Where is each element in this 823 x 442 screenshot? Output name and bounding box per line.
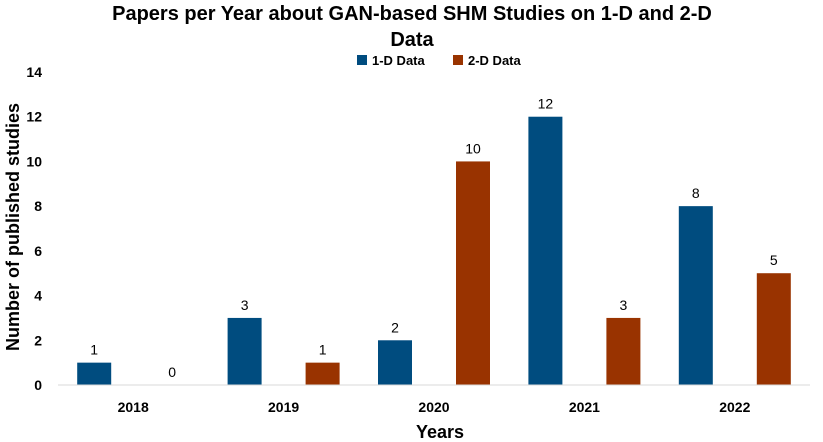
legend-swatch-1d — [357, 55, 367, 65]
bar-1d-2018 — [77, 362, 112, 385]
chart-title-line1: Papers per Year about GAN-based SHM Stud… — [112, 3, 712, 25]
x-tick-label: 2020 — [418, 399, 449, 415]
data-label-2d-2020: 10 — [465, 140, 481, 156]
legend-swatch-2d — [453, 55, 463, 65]
x-axis: 2018 2019 2020 2021 2022 — [58, 384, 810, 415]
bar-1d-2022 — [678, 206, 713, 385]
data-label-1d-2019: 3 — [241, 297, 249, 313]
y-tick-label: 14 — [26, 64, 42, 80]
bar-2d-2021 — [606, 317, 641, 385]
bar-1d-2021 — [528, 116, 563, 385]
bar-2d-2019 — [305, 362, 340, 385]
y-axis: 0 2 4 6 8 10 12 14 — [26, 64, 42, 393]
x-tick-label: 2022 — [719, 399, 750, 415]
data-label-1d-2018: 1 — [90, 342, 98, 358]
data-label-2d-2019: 1 — [319, 342, 327, 358]
data-label-2d-2021: 3 — [620, 297, 628, 313]
y-tick-label: 0 — [34, 377, 42, 393]
y-tick-label: 8 — [34, 198, 42, 214]
y-tick-label: 10 — [26, 153, 42, 169]
chart-title-line2: Data — [390, 29, 434, 51]
x-axis-label: Years — [416, 422, 464, 442]
legend-label-1d: 1-D Data — [372, 53, 426, 68]
y-tick-label: 2 — [34, 332, 42, 348]
x-tick-label: 2018 — [118, 399, 149, 415]
x-tick-label: 2019 — [268, 399, 299, 415]
data-label-2d-2018: 0 — [168, 364, 176, 380]
bar-1d-2020 — [378, 340, 412, 385]
legend-label-2d: 2-D Data — [468, 53, 522, 68]
y-tick-label: 12 — [26, 109, 42, 125]
bar-2d-2022 — [756, 273, 791, 385]
data-label-1d-2022: 8 — [692, 185, 700, 201]
y-axis-label: Number of published studies — [3, 103, 23, 351]
y-tick-label: 4 — [34, 288, 42, 304]
data-label-1d-2021: 12 — [538, 96, 554, 112]
data-label-2d-2022: 5 — [770, 252, 778, 268]
data-label-1d-2020: 2 — [391, 319, 399, 335]
legend: 1-D Data 2-D Data — [357, 53, 522, 68]
bar-2d-2020 — [456, 161, 490, 385]
y-tick-label: 6 — [34, 243, 42, 259]
x-tick-label: 2021 — [569, 399, 600, 415]
bar-1d-2019 — [227, 317, 262, 385]
